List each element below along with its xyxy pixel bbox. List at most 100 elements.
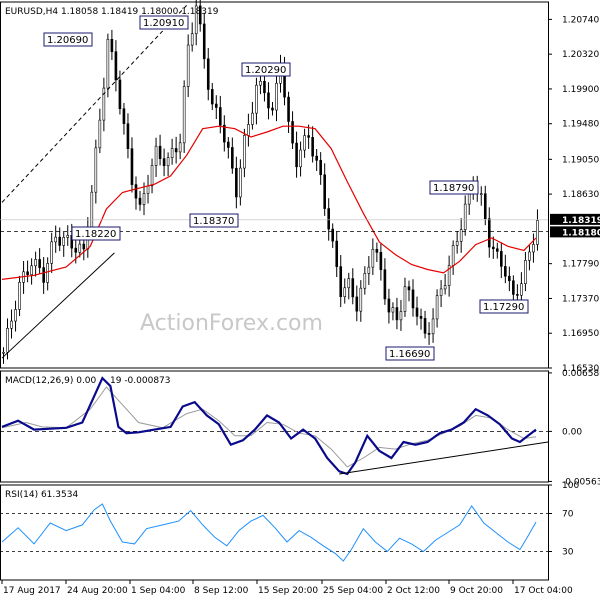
candle-body [427,333,431,335]
candle-body [255,84,258,114]
candle-body [395,307,399,321]
price-tick-label: 1.16530 [562,364,599,374]
price-panel: ActionForex.com 1.20690 1.20910 1.20290 1.18… [0,0,600,374]
candle-body [18,282,21,310]
candle-body [206,58,210,90]
candle-body [347,278,351,289]
candle-body [235,167,238,198]
candle-body [202,23,206,60]
annotation-label: 1.18790 [433,183,474,194]
annotation-box [71,226,121,241]
candle-body [419,316,423,319]
price-frame [0,1,549,369]
candle-body [30,265,33,275]
candle-body [239,167,242,198]
candle-body [106,39,110,89]
candle-body [126,123,130,149]
candle-body [319,160,322,176]
candle-body [359,287,363,312]
candle-body [110,39,114,53]
candle-body [214,103,218,108]
candle-body [311,137,314,157]
price-tick-label: 1.17790 [562,260,599,270]
candle-body [66,235,70,238]
price-tick-label: 1.19480 [562,120,599,130]
candle-body [251,112,254,125]
candle-body [162,158,166,167]
candle-body [439,288,443,296]
time-tick-label: 1 Sep 04:00 [131,586,186,596]
rsi-title: RSI(14) 61.3534 [5,490,78,500]
macd-panel: MACD(12,26,9) 0.00 19 -0.000873 0.006586 0.… [0,369,600,487]
candle-body [387,298,391,313]
annotation-label: 1.16690 [389,349,430,360]
annotation-label: 1.17290 [483,302,524,313]
macd-frame [0,370,549,483]
reference-price-label: 1.18180 [562,228,600,238]
candle-body [303,135,306,151]
moving-average-line [1,125,537,280]
macd-title-tail: 19 -0.000873 [110,376,171,386]
candle-body [58,236,62,246]
candle-body [10,320,13,329]
candle-body [98,119,102,149]
macd-tick-label: 0.006586 [562,369,600,379]
candle-body [150,165,154,187]
reference-price-box [550,226,600,238]
annotation-label: 1.18220 [75,229,116,240]
candle-body [186,44,190,87]
support-trendline [1,252,115,359]
annotation-label: 1.20690 [47,35,88,46]
candle-body [78,243,82,253]
candle-body [142,193,146,205]
candle-body [190,33,194,46]
candle-body [42,267,45,283]
candle-body [267,92,270,109]
candle-body [367,266,371,274]
candle-body [247,124,250,136]
candle-body [6,328,9,353]
candle-body [54,236,57,243]
candle-body [496,248,499,252]
candle-body [118,79,122,110]
candle-body [520,283,523,296]
candle-body [355,296,359,312]
candle-body [194,5,198,35]
candle-body [455,241,459,246]
candle-body [508,275,511,282]
candle-body [371,249,375,268]
time-tick-label: 15 Sep 20:00 [258,586,318,596]
time-tick-label: 9 Oct 20:00 [450,586,503,596]
annotation-box [241,62,291,77]
price-tick-label: 1.20740 [562,15,599,25]
candle-body [166,157,170,167]
candle-body [295,142,298,168]
candle-body [463,203,467,230]
rsi-tick-label: 70 [562,510,574,520]
price-tick-label: 1.18630 [562,190,599,200]
annotation-box [479,299,529,314]
candle-body [94,147,98,193]
time-tick-label: 8 Sep 12:00 [194,586,249,596]
candle-body [363,273,367,289]
rsi-panel: RSI(14) 61.3534 100 70 30 [0,481,579,581]
annotation-box [43,32,93,47]
candle-body [138,197,142,205]
candle-body [375,249,379,253]
annotation-box [429,180,479,195]
candle-body [343,287,347,298]
candle-body [170,148,174,158]
price-tick-label: 1.16950 [562,329,599,339]
rsi-tick-label: 30 [562,548,574,558]
rsi-frame [0,484,549,581]
time-tick-label: 17 Aug 2017 [3,586,61,596]
candle-body [411,289,415,309]
candle-body [504,266,507,277]
candle-body [491,246,495,250]
symbol-header: EURUSD,H4 1.18058 1.18419 1.18000 1.1831… [5,7,219,17]
candle-body [383,269,387,300]
candle-body [536,220,539,245]
candle-body [307,135,310,138]
candle-body [218,107,222,126]
